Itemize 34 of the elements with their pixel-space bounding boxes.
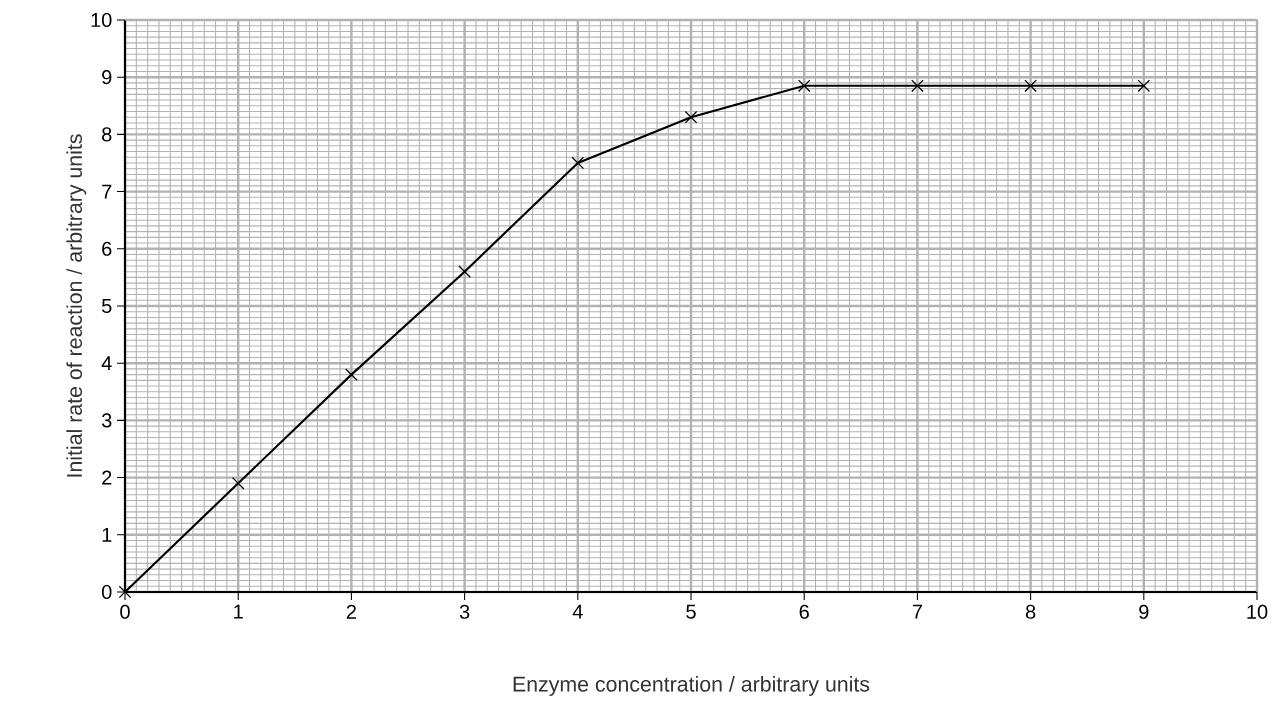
x-tick-label: 0 bbox=[120, 604, 130, 619]
y-tick-label: 7 bbox=[102, 184, 112, 199]
point bbox=[345, 368, 358, 381]
y-axis-title: Initial rate of reaction / arbitrary units bbox=[66, 134, 87, 477]
y-tick-label: 9 bbox=[102, 70, 112, 85]
x-tick-label: 3 bbox=[459, 604, 470, 619]
x-axis-title: Enzyme concentration / arbitrary units bbox=[513, 676, 870, 696]
x-tick-label: 9 bbox=[1139, 604, 1149, 619]
y-tick-label: 1 bbox=[102, 527, 112, 542]
point bbox=[118, 585, 132, 599]
point bbox=[458, 265, 471, 278]
x-tick-label: 4 bbox=[572, 604, 583, 619]
point bbox=[1024, 79, 1037, 93]
y-tick-label: 4 bbox=[101, 356, 112, 371]
x-tick-label: 5 bbox=[686, 604, 696, 619]
x-tick-label: 8 bbox=[1025, 604, 1036, 619]
x-tick-label: 7 bbox=[912, 604, 922, 619]
point bbox=[684, 110, 698, 124]
y-tick-label: 5 bbox=[101, 299, 112, 313]
point bbox=[1137, 79, 1151, 93]
point bbox=[231, 476, 245, 490]
point bbox=[571, 156, 585, 170]
x-tick-label: 1 bbox=[234, 604, 243, 619]
y-tick-label: 10 bbox=[91, 12, 112, 28]
y-tick-label: 2 bbox=[102, 470, 112, 485]
x-tick-label: 6 bbox=[799, 604, 809, 619]
point bbox=[911, 79, 924, 93]
x-tick-label: 10 bbox=[1247, 604, 1268, 619]
y-tick-label: 3 bbox=[101, 413, 112, 428]
point bbox=[797, 79, 811, 93]
y-tick-label: 6 bbox=[102, 241, 112, 256]
x-tick-label: 2 bbox=[346, 604, 356, 619]
y-tick-label: 8 bbox=[102, 127, 112, 142]
y-tick-label: 0 bbox=[101, 584, 112, 600]
